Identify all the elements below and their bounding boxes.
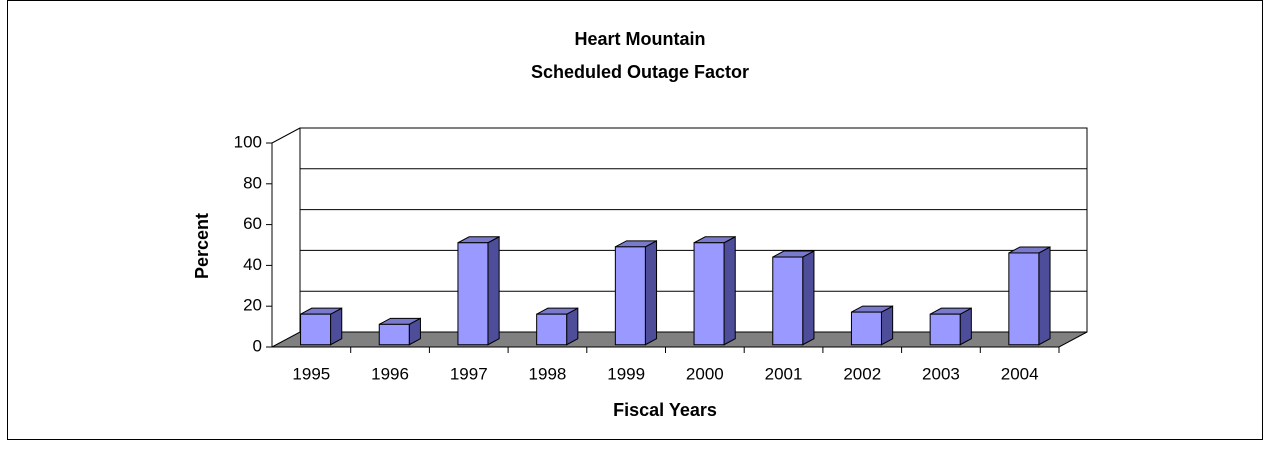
bar-side [644,239,658,346]
x-tick-label: 2004 [1001,364,1039,383]
x-tick-label: 1998 [529,364,567,383]
bar-side [1038,246,1051,346]
y-tick-label: 100 [234,132,262,151]
x-tick-label: 1999 [607,364,645,383]
y-tick-label: 20 [243,296,262,315]
x-tick-label: 2002 [843,364,881,383]
x-tick-label: 2003 [922,364,960,383]
x-tick-label: 2000 [686,364,724,383]
x-tick-label: 1996 [371,364,409,383]
bar-side [802,250,815,346]
y-tick-label: 80 [243,173,262,192]
bar [850,311,882,346]
bar [929,313,961,346]
y-axis-label: Percent [192,213,212,279]
x-tick-label: 1995 [292,364,330,383]
bar-side [723,235,736,346]
bar [536,313,568,346]
bar [772,256,804,346]
y-tick-label: 60 [243,214,262,233]
x-tick-label: 1997 [450,364,488,383]
y-tick-label: 40 [243,255,262,274]
bar-side [487,235,500,346]
bar-side [880,305,894,346]
bar [300,313,332,346]
x-axis-label: Fiscal Years [613,400,717,420]
bar [614,246,646,346]
bar [1008,252,1040,346]
x-tick-label: 2001 [765,364,803,383]
chart-title: Heart Mountain [574,29,705,49]
y-tick-label: 0 [253,336,262,355]
bar [378,323,410,346]
wall-edge [271,127,301,144]
chart-title: Scheduled Outage Factor [531,62,749,82]
back-wall [299,127,1088,333]
bar [693,242,725,346]
bar [457,242,489,346]
